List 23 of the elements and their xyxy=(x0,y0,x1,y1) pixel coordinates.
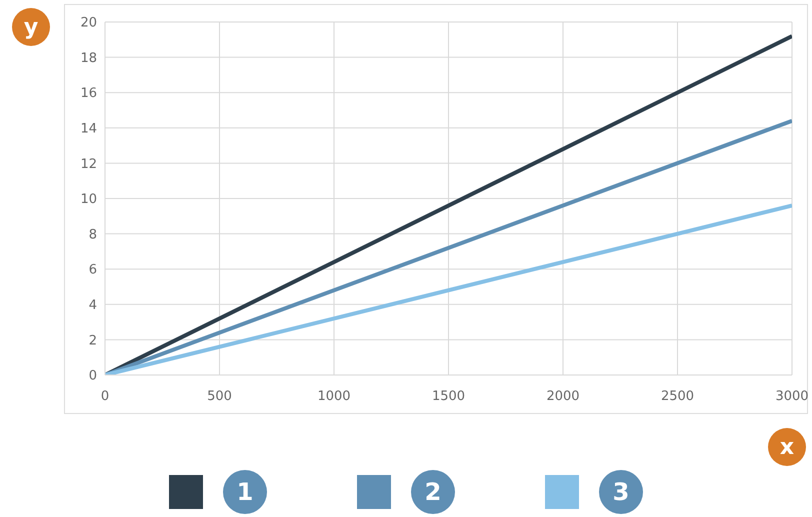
legend-label: 1 xyxy=(223,470,267,514)
y-tick-label: 12 xyxy=(80,156,97,172)
y-tick-label: 4 xyxy=(88,298,97,314)
x-tick-label: 1500 xyxy=(432,389,466,404)
legend-label: 2 xyxy=(411,470,455,514)
y-tick-label: 8 xyxy=(88,227,97,242)
y-axis-title: y xyxy=(12,8,50,46)
legend-label: 3 xyxy=(599,470,643,514)
y-tick-label: 20 xyxy=(80,16,97,31)
x-tick-label: 2500 xyxy=(660,389,694,404)
y-tick-label: 10 xyxy=(80,192,97,208)
y-tick-label: 14 xyxy=(80,122,97,137)
y-tick-label: 18 xyxy=(80,50,97,66)
x-tick-label: 2000 xyxy=(546,389,580,404)
y-tick-label: 0 xyxy=(88,368,97,384)
y-tick-label: 16 xyxy=(80,86,97,102)
x-tick-label: 0 xyxy=(100,389,110,404)
x-axis-title: x xyxy=(768,428,806,466)
x-tick-label: 3000 xyxy=(775,389,809,404)
y-tick-label: 2 xyxy=(88,333,97,348)
x-tick-label: 1000 xyxy=(317,389,351,404)
y-tick-label: 6 xyxy=(88,262,97,278)
x-tick-label: 500 xyxy=(207,389,232,404)
